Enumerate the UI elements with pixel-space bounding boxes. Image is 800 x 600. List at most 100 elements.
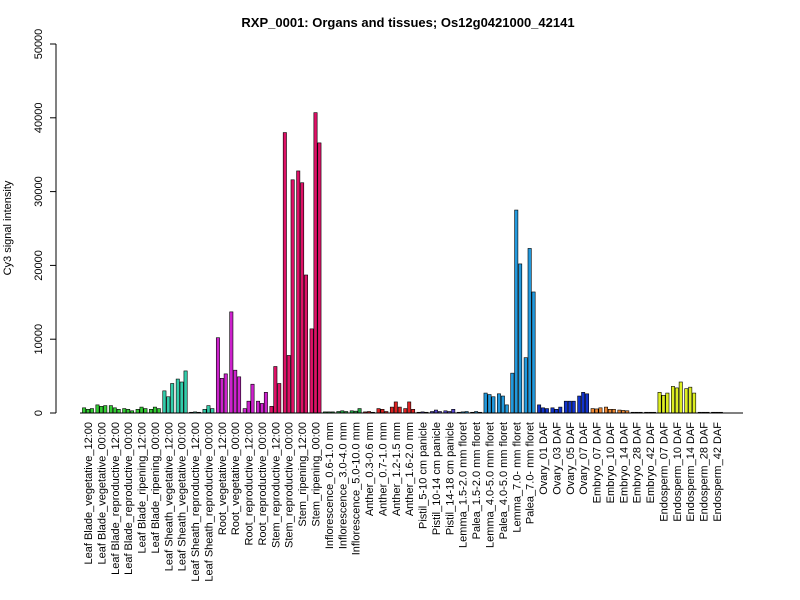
x-tick-label: Embryo_07 DAF [592,422,604,504]
x-tick-label: Endosperm_42 DAF [712,422,724,522]
bar [86,409,90,414]
bar [554,409,559,414]
x-tick-label: Lemma_1.5-2.0 mm floret [458,422,470,548]
x-tick-label: Leaf Blade_vegetative_00:00 [96,422,108,565]
bar [215,337,220,414]
bar [108,405,113,414]
y-tick-label: 10000 [33,324,45,355]
bar [269,406,274,414]
bar [577,395,582,414]
y-tick-label: 20000 [33,250,45,281]
bar [514,209,519,414]
bar [166,396,171,414]
bar [139,406,144,414]
x-tick-label: Lemma_7.0- mm floret [511,422,523,533]
bar [376,408,381,414]
x-tick-label: Embryo_14 DAF [618,422,630,504]
x-tick-label: Pistil_14-18 cm panicle [444,422,456,535]
bar [523,357,528,414]
bar [175,378,180,414]
bar [273,366,278,414]
bar [309,328,314,414]
bar [537,404,542,414]
x-tick-label: Inflorescence_5.0-10.0 mm [351,422,363,555]
x-tick-label: Anther_1.6-2.0 mm [404,422,416,516]
bar [103,405,108,414]
bar [183,370,188,414]
x-tick-label: Endosperm_28 DAF [699,422,711,522]
bar [389,406,394,414]
x-tick-label: Leaf Sheath_reproductive_00:00 [203,422,215,582]
x-tick-label: Palea_4.0-5.0 mm floret [498,422,510,539]
bar [661,394,666,414]
bar [491,396,496,414]
x-tick-label: Ovary_07 DAF [578,422,590,495]
bar [674,387,679,414]
bar [286,355,291,414]
bar [657,392,662,414]
bar [95,404,100,414]
bar [567,400,572,414]
bar [304,274,308,414]
bar [237,376,242,414]
bar [99,406,104,414]
x-tick-label: Endosperm_07 DAF [658,422,670,522]
bar [688,386,693,414]
bar [558,406,563,414]
x-tick-label: Endosperm_14 DAF [685,422,697,522]
bar [290,179,295,414]
x-tick-label: Root_reproductive_00:00 [257,422,269,546]
chart-title: RXP_0001: Organs and tissues; Os12g04210… [241,15,574,30]
bar [317,142,322,414]
bar [527,248,532,414]
bar [223,373,228,414]
x-tick-label: Ovary_03 DAF [551,422,563,495]
y-tick-label: 40000 [33,103,45,134]
bar [590,408,595,414]
bar [112,407,117,414]
bar [403,408,408,414]
bar [143,408,148,414]
bar [135,409,140,414]
x-tick-label: Leaf Blade_vegetative_12:00 [83,422,95,565]
bar [678,381,683,414]
bar [233,369,238,414]
bar [282,132,287,414]
x-tick-label: Inflorescence_0.6-1.0 mm [324,422,336,549]
bar [277,383,282,414]
bar [684,388,689,414]
bar [692,392,697,414]
bar [397,406,402,414]
bar [229,311,234,414]
bar [219,378,224,414]
x-tick-label: Embryo_42 DAF [645,422,657,504]
x-tick-label: Stem_reproductive_00:00 [284,422,296,548]
bar [246,400,251,414]
x-tick-label: Anther_0.7-1.0 mm [377,422,389,516]
bar [126,409,131,414]
bar [206,405,211,414]
y-tick-label: 0 [33,410,45,416]
bar [541,407,545,414]
bar [149,409,153,414]
x-tick-label: Pistil_5-10 cm panicle [418,422,430,529]
x-tick-label: Leaf Sheath_vegetative_12:00 [163,422,175,571]
x-tick-label: Ovary_01 DAF [538,422,550,495]
bar [571,400,576,414]
x-tick-label: Stem_ripening_00:00 [311,422,323,527]
bar [116,409,121,414]
bar [500,395,505,414]
y-tick-label: 30000 [33,176,45,207]
bar [210,408,215,414]
bar [263,392,268,414]
bars-group [82,112,723,414]
bar [550,407,555,414]
bar [411,409,416,414]
bar [152,406,157,414]
bar [313,112,318,414]
x-tick-label: Inflorescence_3.0-4.0 mm [337,422,349,549]
bar [510,372,515,414]
bar [604,406,608,414]
bar [407,401,412,414]
